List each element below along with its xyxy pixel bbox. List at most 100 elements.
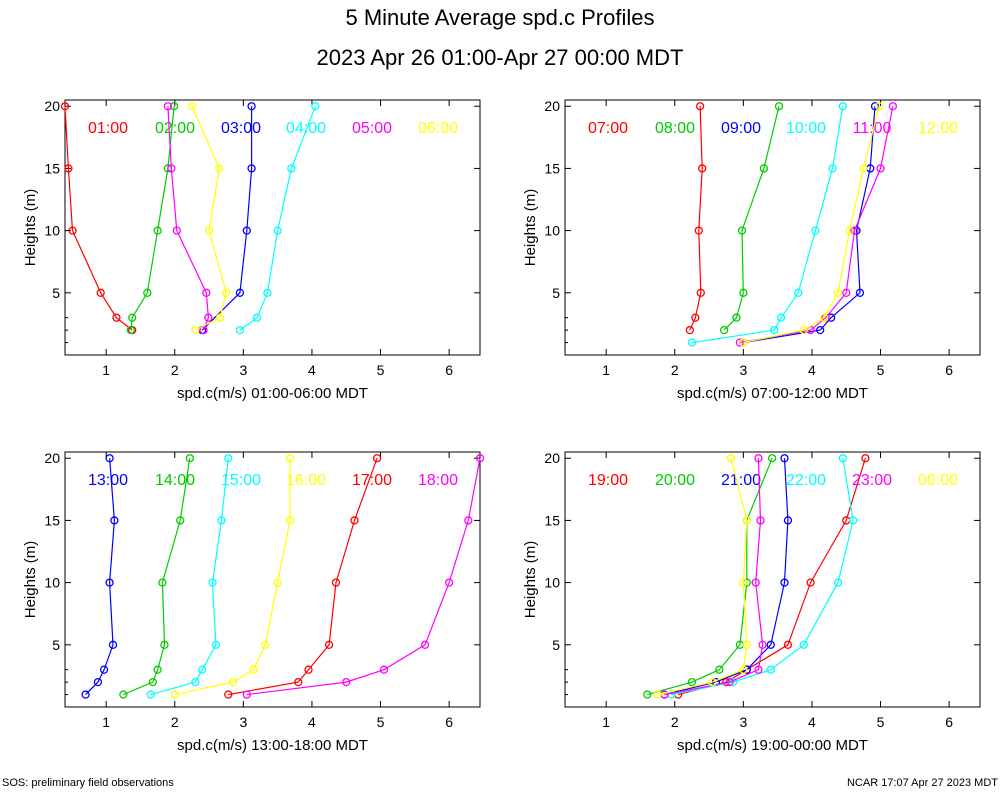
data-point-16:00 bbox=[285, 454, 295, 463]
data-point-16:00 bbox=[228, 677, 238, 687]
series-line-23:00 bbox=[664, 458, 764, 696]
data-point-14:00 bbox=[119, 690, 128, 699]
y-tick-label: 20 bbox=[44, 450, 60, 466]
data-point-16:00 bbox=[285, 516, 295, 525]
data-point-04:00 bbox=[263, 288, 272, 297]
data-point-01:00 bbox=[68, 226, 77, 235]
legend-label-05:00: 05:00 bbox=[352, 120, 392, 137]
data-point-23:00 bbox=[758, 640, 767, 649]
data-point-00:00 bbox=[742, 516, 751, 525]
series-line-06:00 bbox=[191, 105, 227, 331]
x-tick-label: 1 bbox=[102, 714, 110, 730]
data-point-10:00 bbox=[776, 313, 786, 322]
x-tick-label: 1 bbox=[602, 362, 610, 378]
y-tick-label: 15 bbox=[44, 160, 60, 176]
series-line-17:00 bbox=[228, 457, 378, 696]
data-point-14:00 bbox=[148, 677, 157, 687]
data-point-18:00 bbox=[342, 677, 351, 687]
legend-label-12:00: 12:00 bbox=[918, 120, 958, 137]
data-point-22:00 bbox=[766, 665, 775, 674]
y-tick-label: 20 bbox=[44, 98, 60, 114]
data-point-14:00 bbox=[176, 516, 185, 525]
data-point-08:00 bbox=[759, 164, 769, 173]
data-point-23:00 bbox=[725, 677, 734, 687]
data-point-22:00 bbox=[799, 640, 808, 649]
x-tick-label: 3 bbox=[739, 714, 747, 730]
data-point-11:00 bbox=[842, 288, 851, 297]
data-point-08:00 bbox=[739, 288, 748, 297]
data-point-23:00 bbox=[754, 665, 763, 674]
data-point-03:00 bbox=[247, 164, 256, 173]
series-line-07:00 bbox=[689, 106, 703, 331]
data-point-06:00 bbox=[215, 164, 224, 173]
data-point-21:00 bbox=[780, 454, 789, 463]
data-point-15:00 bbox=[224, 454, 233, 463]
data-point-07:00 bbox=[685, 325, 694, 335]
footer-timestamp: NCAR 17:07 Apr 27 2023 MDT bbox=[846, 777, 998, 789]
x-tick-label: 1 bbox=[102, 362, 110, 378]
legend-label-18:00: 18:00 bbox=[418, 472, 458, 489]
data-point-00:00 bbox=[708, 677, 717, 687]
data-point-02:00 bbox=[126, 325, 136, 335]
y-axis-label: Heights (m) bbox=[22, 541, 39, 619]
data-point-06:00 bbox=[187, 102, 197, 111]
y-tick-label: 15 bbox=[44, 512, 60, 528]
data-point-07:00 bbox=[694, 226, 703, 235]
data-point-22:00 bbox=[833, 578, 843, 587]
data-point-03:00 bbox=[242, 226, 251, 235]
data-point-14:00 bbox=[160, 640, 169, 649]
data-point-22:00 bbox=[848, 516, 858, 525]
y-tick-label: 5 bbox=[52, 637, 60, 653]
series-line-00:00 bbox=[657, 458, 748, 696]
data-point-06:00 bbox=[215, 313, 225, 322]
data-point-13:00 bbox=[110, 516, 119, 525]
data-point-08:00 bbox=[732, 313, 741, 322]
data-point-11:00 bbox=[850, 226, 859, 235]
x-tick-label: 5 bbox=[877, 362, 885, 378]
data-point-19:00 bbox=[806, 578, 815, 587]
y-tick-label: 20 bbox=[544, 98, 560, 114]
data-point-16:00 bbox=[170, 690, 179, 699]
data-point-08:00 bbox=[737, 226, 747, 235]
series-line-05:00 bbox=[167, 106, 210, 331]
data-point-15:00 bbox=[191, 677, 200, 687]
data-point-10:00 bbox=[687, 338, 697, 347]
data-point-02:00 bbox=[169, 102, 179, 111]
data-point-16:00 bbox=[249, 665, 258, 674]
data-point-12:00 bbox=[799, 325, 808, 335]
legend-label-10:00: 10:00 bbox=[786, 120, 826, 137]
data-point-16:00 bbox=[273, 578, 282, 587]
x-tick-label: 4 bbox=[808, 362, 816, 378]
data-point-15:00 bbox=[211, 640, 221, 649]
x-tick-label: 2 bbox=[171, 362, 179, 378]
y-tick-label: 20 bbox=[544, 450, 560, 466]
legend-label-04:00: 04:00 bbox=[286, 120, 326, 137]
data-point-18:00 bbox=[475, 454, 485, 463]
data-point-22:00 bbox=[838, 454, 847, 463]
data-point-17:00 bbox=[304, 665, 313, 674]
y-axis-label: Heights (m) bbox=[522, 541, 539, 619]
data-point-23:00 bbox=[751, 578, 760, 587]
data-point-21:00 bbox=[766, 640, 775, 649]
data-point-00:00 bbox=[742, 640, 751, 649]
data-point-00:00 bbox=[739, 665, 748, 674]
data-point-23:00 bbox=[756, 516, 765, 525]
data-point-05:00 bbox=[202, 288, 211, 297]
data-point-20:00 bbox=[687, 677, 697, 687]
legend-label-02:00: 02:00 bbox=[155, 120, 195, 137]
series-line-10:00 bbox=[691, 106, 844, 344]
data-point-17:00 bbox=[324, 640, 334, 649]
legend-label-09:00: 09:00 bbox=[721, 120, 761, 137]
y-tick-label: 10 bbox=[544, 223, 560, 239]
data-point-07:00 bbox=[698, 164, 707, 173]
data-point-13:00 bbox=[81, 690, 90, 699]
data-point-07:00 bbox=[691, 313, 700, 322]
data-point-06:00 bbox=[222, 288, 231, 297]
x-tick-label: 6 bbox=[945, 714, 953, 730]
legend-label-13:00: 13:00 bbox=[88, 472, 128, 489]
data-point-12:00 bbox=[845, 226, 854, 235]
data-point-21:00 bbox=[780, 578, 789, 587]
x-tick-label: 6 bbox=[445, 362, 453, 378]
data-point-08:00 bbox=[719, 325, 729, 335]
